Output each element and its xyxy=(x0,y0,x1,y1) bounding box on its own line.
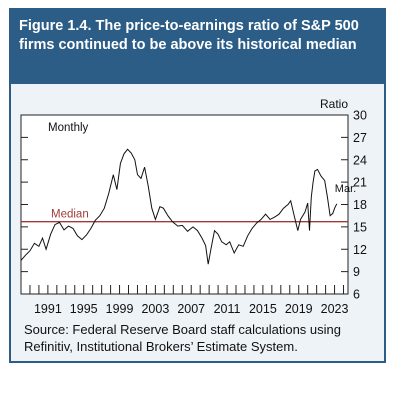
y-axis-label: Ratio xyxy=(320,97,348,111)
x-tick-label: 1999 xyxy=(106,302,134,316)
y-tick-label: 30 xyxy=(353,109,367,123)
y-tick-label: 6 xyxy=(353,288,360,302)
y-tick-label: 27 xyxy=(353,131,367,145)
end-label: Mar. xyxy=(335,183,356,195)
frequency-label: Monthly xyxy=(48,122,89,134)
x-tick-label: 2003 xyxy=(141,302,169,316)
figure-panel: Figure 1.4. The price-to-earnings ratio … xyxy=(9,8,386,363)
figure-title: Figure 1.4. The price-to-earnings ratio … xyxy=(11,10,384,84)
y-tick-label: 21 xyxy=(353,176,367,190)
y-tick-label: 12 xyxy=(353,243,367,257)
x-tick-label: 2019 xyxy=(285,302,313,316)
median-label: Median xyxy=(51,209,89,221)
y-tick-label: 15 xyxy=(353,220,367,234)
plot-frame xyxy=(20,114,349,295)
x-axis: 1991 1995 1999 2003 2007 2011 2015 2019 2023 xyxy=(29,285,349,316)
y-axis: 6 9 12 15 18 21 24 27 30 xyxy=(21,109,367,302)
x-tick-label: 1995 xyxy=(70,302,98,316)
x-tick-label: 2007 xyxy=(177,302,205,316)
y-tick-label: 18 xyxy=(353,198,367,212)
chart-area: Ratio Monthly Median Mar. 6 9 12 15 18 21 24 27… xyxy=(11,84,384,361)
x-tick-label: 2011 xyxy=(214,302,241,316)
pe-ratio-chart: Ratio Monthly Median Mar. 6 9 12 15 18 21 24 27… xyxy=(20,97,367,316)
series-line xyxy=(20,148,338,265)
x-tick-label: 2015 xyxy=(249,302,277,316)
x-tick-label: 2023 xyxy=(321,302,349,316)
y-tick-label: 9 xyxy=(353,265,360,279)
y-tick-label: 24 xyxy=(353,153,367,167)
source-note: Source: Federal Reserve Board staff calc… xyxy=(24,322,341,354)
x-tick-label: 1991 xyxy=(34,302,62,316)
